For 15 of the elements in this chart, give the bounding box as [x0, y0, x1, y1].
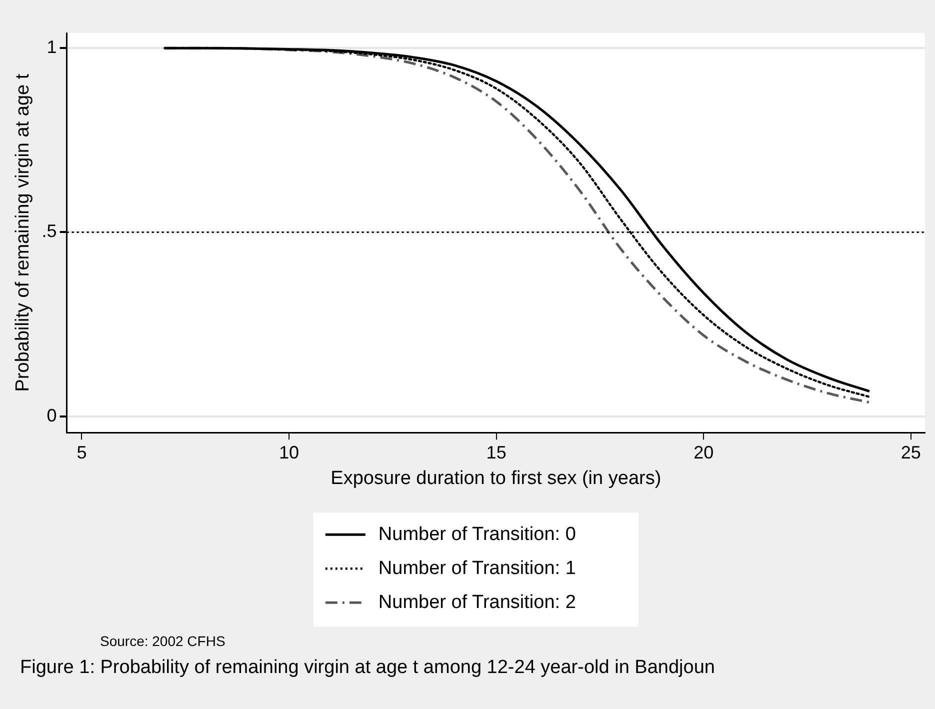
y-tick-label: .5: [42, 221, 57, 242]
x-tick-label: 20: [694, 442, 714, 462]
y-axis-title: Probability of remaining virgin at age t: [12, 73, 34, 392]
legend-label: Number of Transition: 2: [378, 592, 576, 613]
x-axis-title: Exposure duration to first sex (in years): [330, 468, 662, 489]
y-tick-label: 0: [46, 405, 57, 426]
legend-label: Number of Transition: 1: [378, 558, 576, 579]
x-tick-label: 5: [76, 442, 87, 462]
y-tick-label: 1: [46, 37, 57, 58]
source-note: Source: 2002 CFHS: [100, 633, 226, 649]
legend-label: Number of Transition: 0: [378, 524, 576, 545]
text: Figure 1: Probability of remaining virgin at age t among 12-24 year-old in Bandjoun: [20, 657, 715, 678]
x-tick-label: 25: [900, 442, 921, 462]
x-tick-label: 10: [279, 442, 300, 462]
x-tick-label: 15: [486, 442, 506, 462]
